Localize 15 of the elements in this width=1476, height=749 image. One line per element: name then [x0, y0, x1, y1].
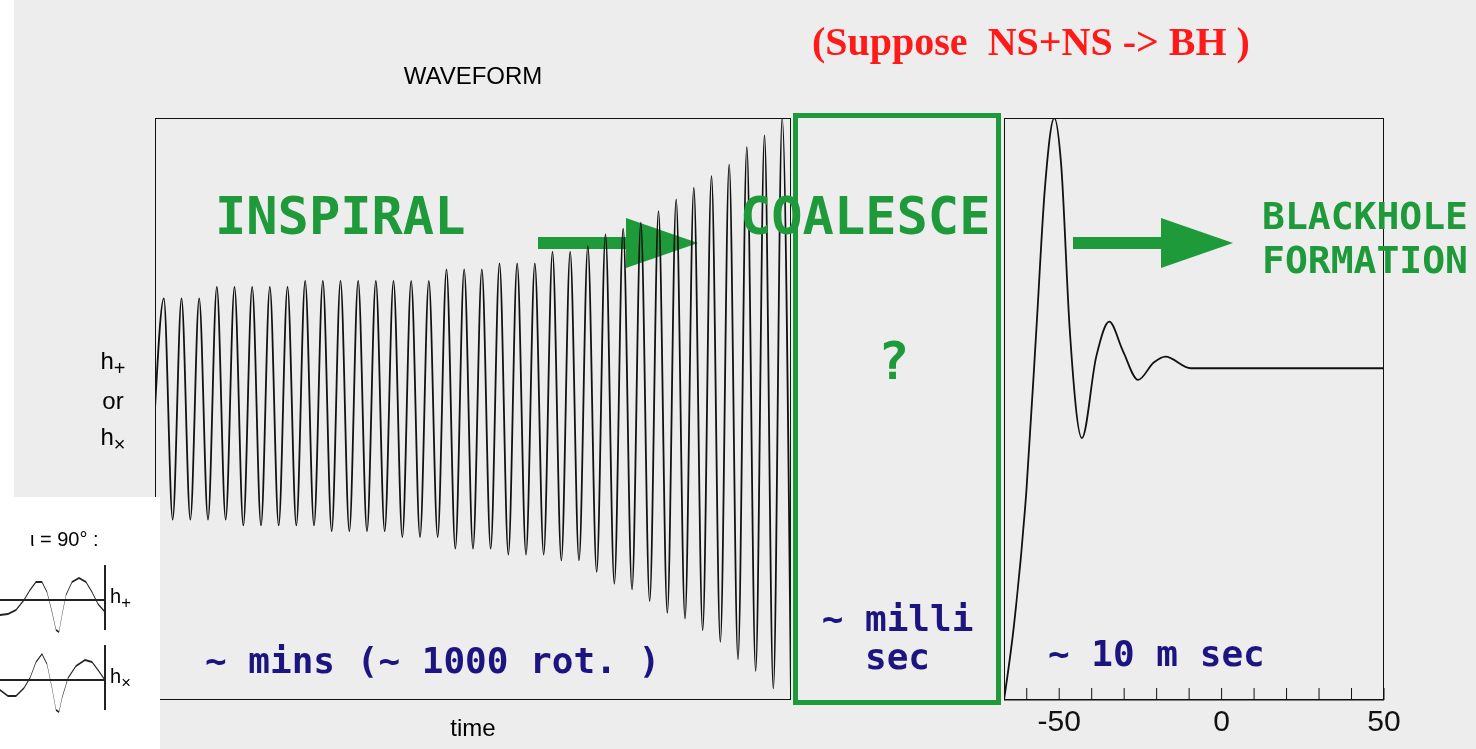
- y-axis-title: h$_{+}$ or h$_{×}$: [99, 346, 127, 457]
- text: h$_{×}$: [110, 665, 131, 693]
- text: ~ milli sec: [820, 598, 975, 677]
- x-tick-label: 50: [1367, 704, 1401, 738]
- x-axis-title: time: [449, 714, 497, 742]
- text: ι = 90° :: [30, 528, 99, 551]
- annotation: INSPIRAL: [215, 186, 466, 246]
- text: ?: [878, 331, 910, 391]
- text: h$_{+}$: [110, 585, 131, 613]
- chart-title: WAVEFORM: [402, 62, 544, 90]
- x-tick-label: -50: [1037, 704, 1081, 738]
- annotation: ~ mins (~ 1000 rot. ): [205, 640, 661, 681]
- text: (Suppose NS+NS -> BH ): [812, 18, 1250, 65]
- x-tick-label: 0: [1213, 704, 1230, 738]
- annotation: ~ 10 m sec: [1048, 633, 1265, 674]
